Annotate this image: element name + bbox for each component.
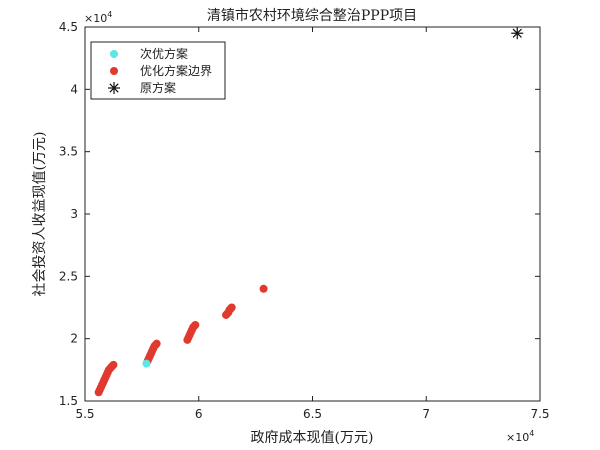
legend-entry-0: 次优方案 xyxy=(140,46,188,61)
y-tick-label: 2.5 xyxy=(59,269,78,283)
boundary-point xyxy=(109,360,118,369)
x-tick-label: 6 xyxy=(195,407,203,421)
y-tick-label: 4 xyxy=(70,82,78,96)
boundary-point xyxy=(152,339,161,348)
y-tick-label: 2 xyxy=(70,332,78,346)
y-tick-label: 3.5 xyxy=(59,145,78,159)
y-tick-label: 4.5 xyxy=(59,20,78,34)
original-plan-point xyxy=(511,27,524,40)
chart-title: 清镇市农村环境综合整治PPP项目 xyxy=(207,7,417,24)
x-tick-label: 7 xyxy=(422,407,430,421)
legend-marker-0 xyxy=(110,50,118,58)
x-tick-label: 6.5 xyxy=(303,407,322,421)
suboptimal-point xyxy=(142,359,151,368)
boundary-point xyxy=(227,303,236,312)
legend-marker-1 xyxy=(110,67,118,75)
data-points xyxy=(94,27,524,397)
x-tick-labels: 5.5 6 6.5 7 7.5 xyxy=(75,407,549,421)
x-axis-multiplier: ×104 xyxy=(506,429,534,444)
legend-marker-2 xyxy=(108,82,120,94)
legend-entry-2: 原方案 xyxy=(140,80,176,95)
tick-marks xyxy=(84,26,541,402)
y-axis-label: 社会投资人收益现值(万元) xyxy=(32,132,48,297)
y-axis-multiplier: ×104 xyxy=(84,10,112,25)
x-tick-label: 7.5 xyxy=(530,407,549,421)
y-tick-label: 3 xyxy=(70,207,78,221)
boundary-point xyxy=(191,320,200,329)
x-axis-label: 政府成本现值(万元) xyxy=(251,430,374,446)
x-tick-label: 5.5 xyxy=(75,407,94,421)
y-tick-labels: 1.5 2 2.5 3 3.5 4 4.5 xyxy=(59,20,78,408)
y-tick-label: 1.5 xyxy=(59,394,78,408)
legend-entry-1: 优化方案边界 xyxy=(140,63,212,78)
boundary-point xyxy=(259,284,268,293)
